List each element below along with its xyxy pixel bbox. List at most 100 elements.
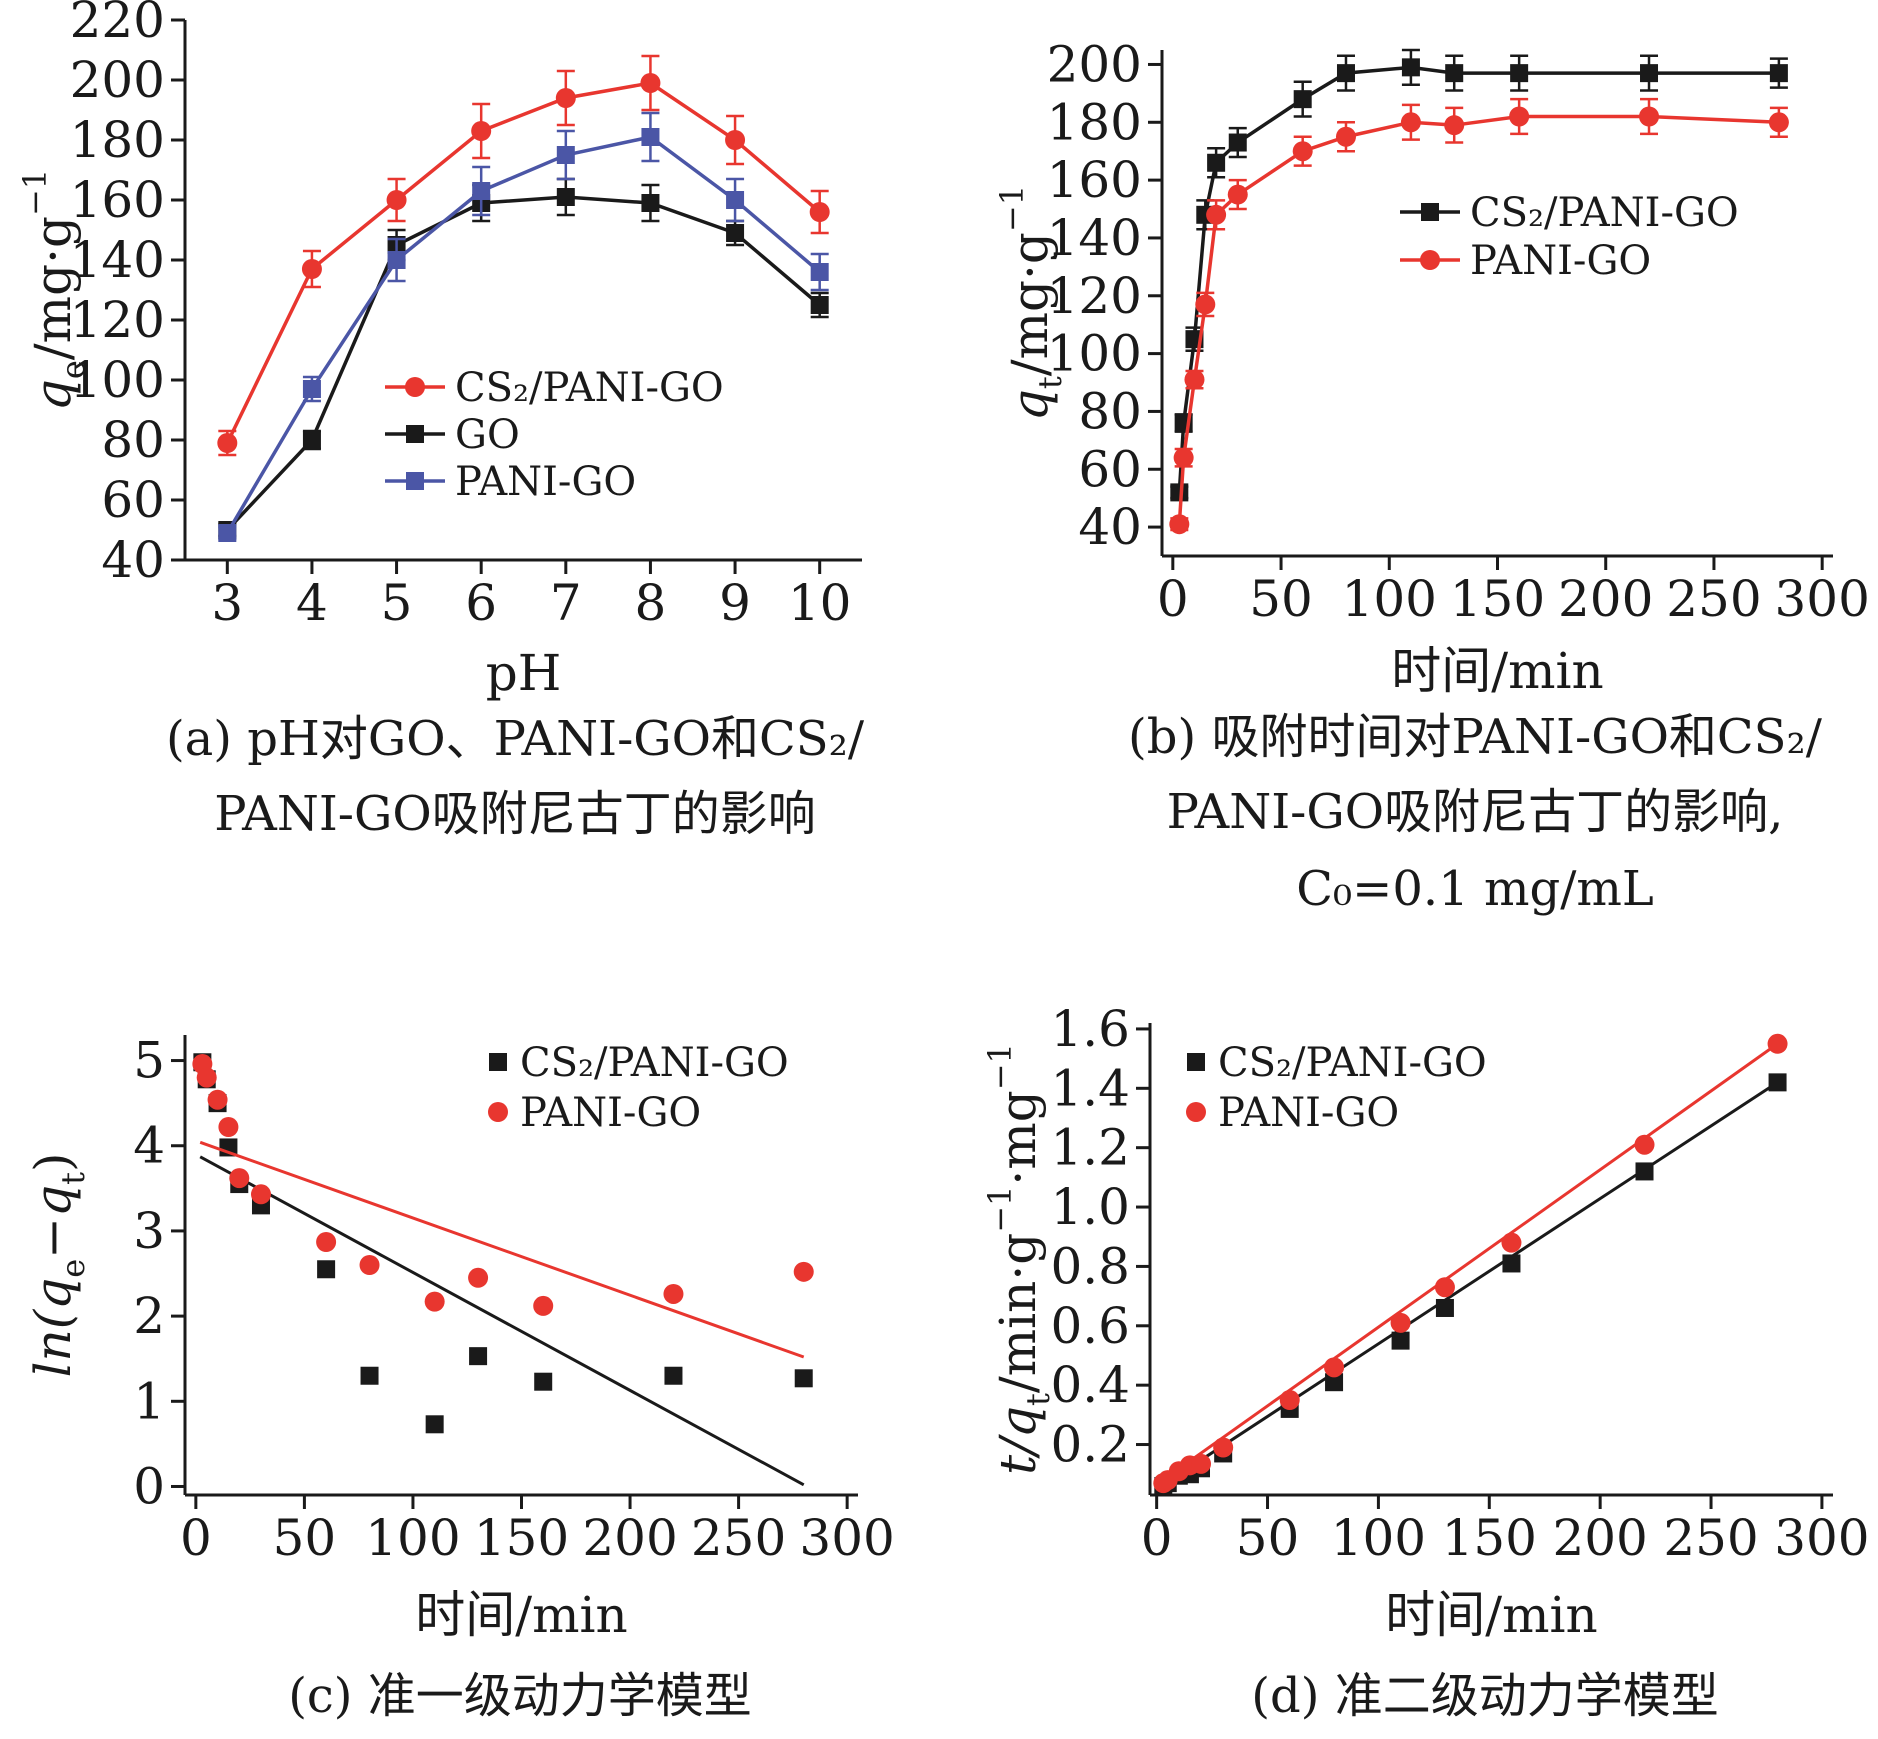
- series-line: [225, 135, 821, 534]
- legend-label: PANI-GO: [455, 459, 636, 505]
- series-line: [225, 81, 821, 444]
- data-point: [1434, 1277, 1455, 1298]
- data-point: [360, 1366, 379, 1385]
- data-point: [1391, 1331, 1410, 1350]
- data-point: [425, 1415, 444, 1434]
- data-point: [1292, 141, 1313, 162]
- data-point: [1184, 369, 1205, 390]
- data-point: [1634, 1134, 1655, 1155]
- x-tick-label: 8: [635, 574, 667, 632]
- y-tick-label: 140: [70, 231, 165, 289]
- data-point: [218, 524, 237, 542]
- legend-label: CS₂/PANI-GO: [520, 1040, 789, 1086]
- x-tick-label: 6: [465, 574, 497, 632]
- data-point: [1444, 115, 1465, 136]
- x-tick-label: 4: [296, 574, 328, 632]
- series-line: [226, 195, 821, 532]
- data-point: [207, 1089, 228, 1110]
- data-point: [1228, 133, 1247, 152]
- legend-label: CS₂/PANI-GO: [455, 365, 724, 411]
- data-point: [1227, 184, 1248, 205]
- y-tick-label: 1.6: [1050, 1000, 1130, 1058]
- x-axis-label: 时间/min: [1385, 1586, 1597, 1644]
- x-tick-label: 250: [1663, 1509, 1758, 1567]
- caption-line: C₀=0.1 mg/mL: [1296, 861, 1654, 917]
- caption-line: PANI-GO吸附尼古丁的影响: [214, 786, 815, 842]
- y-tick-label: 200: [70, 51, 165, 109]
- series-PANI-GO: [1169, 97, 1789, 535]
- data-point: [1169, 514, 1190, 535]
- panel-d-chart: 0 50 100 150 200 250 300 0.20.40.60.81.01.21.41…: [981, 1000, 1870, 1724]
- legend-marker: [1421, 203, 1439, 221]
- series-line: [1177, 114, 1779, 525]
- legend-label: GO: [455, 412, 520, 458]
- y-tick-label: 40: [101, 531, 165, 589]
- data-point: [640, 73, 661, 93]
- x-tick-label: 50: [1249, 570, 1313, 628]
- legend-label: PANI-GO: [1218, 1090, 1399, 1136]
- data-point: [725, 130, 746, 150]
- data-point: [1213, 1437, 1234, 1458]
- y-tick-label: 0.6: [1050, 1297, 1130, 1355]
- legend-marker: [406, 425, 424, 443]
- caption-line: PANI-GO吸附尼古丁的影响,: [1167, 784, 1784, 840]
- data-point: [472, 182, 491, 200]
- data-point: [1510, 64, 1529, 83]
- data-point: [726, 191, 745, 209]
- y-tick-label: 180: [1047, 93, 1142, 151]
- data-point: [229, 1168, 250, 1189]
- x-tick-label: 200: [582, 1509, 677, 1567]
- x-tick-label: 200: [1558, 570, 1653, 628]
- legend-label: CS₂/PANI-GO: [1470, 190, 1739, 236]
- series-CS₂/PANI-GO: [1170, 48, 1788, 502]
- data-point: [1293, 90, 1312, 109]
- x-tick-label: 0: [1141, 1509, 1173, 1567]
- data-point: [1195, 294, 1216, 315]
- y-axis-label: ln(qe−qt): [24, 1153, 92, 1378]
- data-point: [1400, 112, 1421, 133]
- legend-label: CS₂/PANI-GO: [1218, 1040, 1487, 1086]
- x-tick-label: 100: [365, 1509, 460, 1567]
- data-point: [469, 1347, 488, 1366]
- legend-marker: [1187, 1053, 1205, 1071]
- data-point: [1501, 1232, 1522, 1253]
- x-tick-label: 250: [1666, 570, 1761, 628]
- x-tick-label: 250: [691, 1509, 786, 1567]
- data-point: [218, 1117, 239, 1137]
- fit-line: [199, 1140, 805, 1359]
- panel-c-chart: 0 50 100 150 200 250 300 0 1 2 3 4 5 时间/min ln(qe−qt) (…: [24, 1032, 895, 1724]
- legend-label: PANI-GO: [520, 1090, 701, 1136]
- x-axis-label: 时间/min: [1391, 642, 1603, 700]
- x-tick-label: 300: [1774, 1509, 1869, 1567]
- x-axis-label: 时间/min: [415, 1586, 627, 1644]
- legend-label: PANI-GO: [1470, 238, 1651, 284]
- fit-line: [199, 1155, 805, 1487]
- x-tick-label: 100: [1342, 570, 1437, 628]
- y-tick-label: 160: [70, 171, 165, 229]
- y-tick-label: 1.4: [1050, 1059, 1130, 1117]
- data-point: [809, 202, 830, 222]
- y-tick-label: 1: [133, 1372, 165, 1430]
- data-point: [302, 380, 321, 398]
- data-point: [1390, 1312, 1411, 1333]
- data-point: [196, 1067, 217, 1088]
- y-tick-label: 0.4: [1050, 1356, 1130, 1414]
- data-point: [468, 1267, 489, 1288]
- data-point: [1639, 106, 1660, 127]
- y-tick-label: 80: [1078, 382, 1142, 440]
- y-tick-label: 40: [1078, 498, 1142, 556]
- y-tick-label: 0.8: [1050, 1237, 1130, 1295]
- y-tick-label: 60: [101, 471, 165, 529]
- caption-line: (c) 准一级动力学模型: [288, 1668, 752, 1724]
- x-tick-label: 3: [211, 574, 243, 632]
- x-tick-label: 300: [1774, 570, 1869, 628]
- data-point: [556, 188, 575, 206]
- data-point: [317, 1260, 336, 1279]
- y-tick-label: 200: [1047, 35, 1142, 93]
